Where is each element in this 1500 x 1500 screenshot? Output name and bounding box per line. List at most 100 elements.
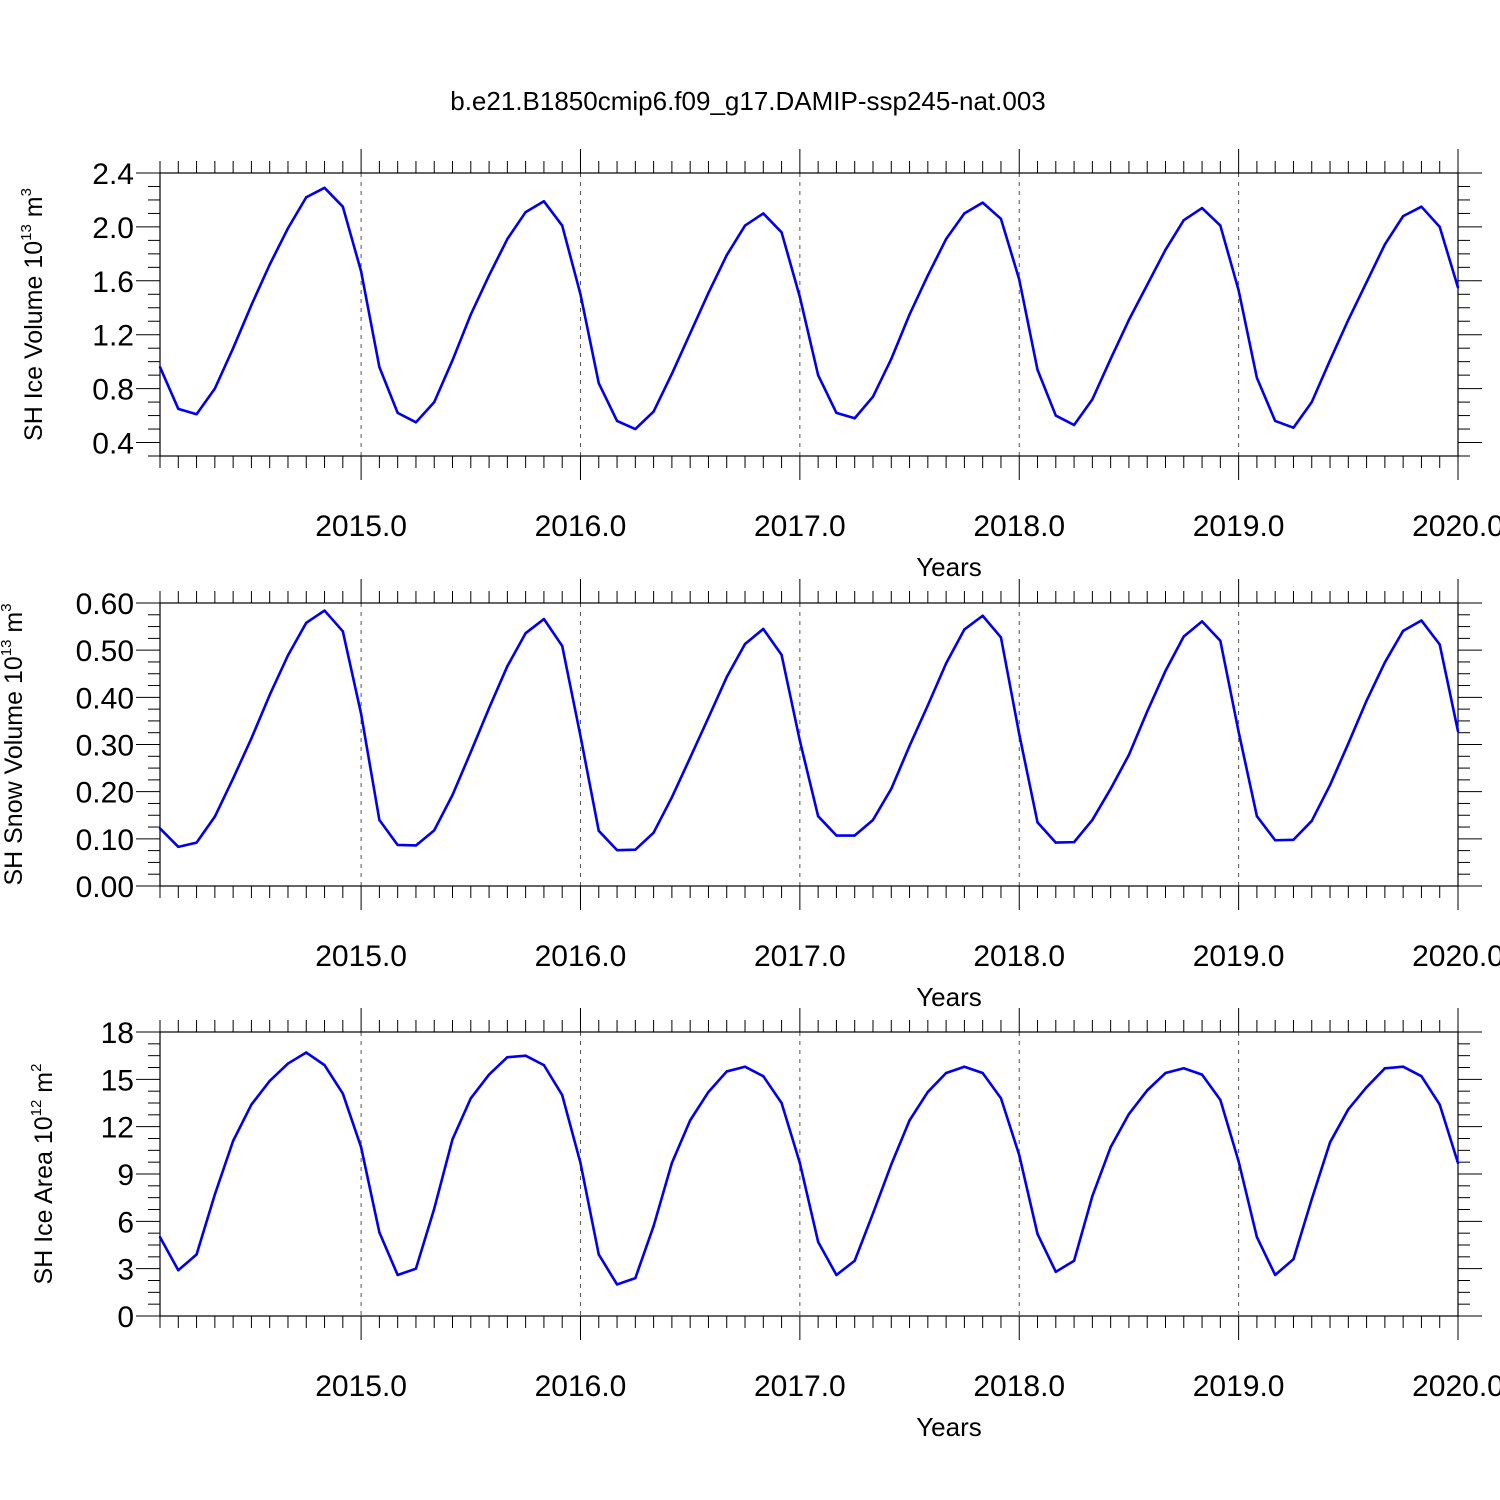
data-point [542, 617, 546, 621]
data-point [359, 712, 363, 716]
data-point [597, 829, 600, 833]
y-tick-label: 0.20 [76, 777, 134, 810]
y-tick-label: 0.50 [76, 635, 134, 668]
y-tick-label: 15 [101, 1064, 134, 1097]
y-tick-label: 0.00 [76, 871, 134, 904]
data-point [743, 1065, 747, 1068]
data-point [177, 1269, 180, 1272]
data-point [1018, 732, 1021, 736]
data-point [378, 1231, 381, 1234]
data-point [1091, 1194, 1094, 1198]
data-point [359, 270, 363, 273]
y-tick-label: 18 [101, 1017, 134, 1050]
plot-frame [159, 172, 1459, 457]
x-tick-label: 2019.0 [1193, 1370, 1285, 1403]
data-point [250, 1103, 253, 1106]
data-point [1127, 318, 1131, 322]
data-point [1018, 278, 1021, 281]
x-tick-label: 2015.0 [315, 940, 407, 973]
data-point [1328, 783, 1332, 787]
data-point [999, 1097, 1003, 1100]
data-point [1347, 742, 1350, 745]
data-point [1292, 1258, 1295, 1261]
data-point [871, 1212, 875, 1215]
data-point [1328, 1141, 1332, 1144]
y-axis-label-superscript: 13 [0, 640, 15, 657]
x-tick-label: 2019.0 [1193, 510, 1285, 543]
data-point [1054, 1270, 1057, 1274]
x-tick-label: 2015.0 [315, 1370, 407, 1403]
x-tick-label: 2017.0 [754, 940, 846, 973]
data-point [981, 614, 984, 617]
data-point [743, 642, 747, 646]
data-point [341, 205, 345, 208]
data-point [1036, 1232, 1039, 1236]
data-point [615, 848, 619, 852]
data-point [1438, 1103, 1441, 1106]
data-point [414, 1267, 418, 1270]
data-point [652, 831, 655, 834]
chart-panel-2: 0.00 0.10 0.20 0.30 0.40 0.50 0.60 2015.0 2016.0… [0, 579, 1500, 1012]
data-point [1054, 841, 1057, 844]
data-point [414, 844, 418, 847]
y-axis-label-part: m [0, 612, 28, 640]
plot-frame [159, 1031, 1459, 1317]
data-point [396, 411, 399, 415]
data-point [615, 1283, 619, 1286]
data-point [396, 843, 399, 847]
data-point [1310, 400, 1313, 404]
y-axis-label-part: SH Snow Volume 10 [0, 656, 28, 885]
data-point [908, 313, 911, 316]
data-point [634, 1276, 637, 1280]
data-point [524, 210, 527, 214]
data-point [890, 357, 893, 361]
data-point [1365, 699, 1368, 702]
data-point [1219, 224, 1222, 227]
data-point [469, 750, 472, 754]
data-point [1237, 289, 1240, 292]
x-tick-label: 2020.0 [1412, 940, 1500, 973]
x-axis-label: Years [916, 982, 982, 1012]
data-point [634, 427, 637, 431]
data-point [213, 815, 217, 818]
data-point [506, 665, 509, 668]
x-tick-label: 2020.0 [1412, 1370, 1500, 1403]
data-point [158, 1235, 162, 1239]
data-point [231, 346, 235, 350]
data-point [762, 1074, 765, 1078]
data-point [305, 621, 308, 625]
data-point [725, 675, 728, 679]
data-point [158, 365, 162, 369]
data-point [707, 291, 710, 295]
y-tick-label: 1.6 [92, 266, 134, 299]
x-axis-label: Years [916, 552, 982, 582]
data-point [1401, 1065, 1405, 1068]
data-point [999, 217, 1003, 221]
data-point [835, 1273, 838, 1277]
y-axis-label-part: SH Ice Volume 10 [20, 241, 48, 441]
x-tick-label: 2017.0 [754, 510, 846, 543]
data-point [433, 829, 436, 832]
data-point [1164, 669, 1167, 673]
data-point [414, 421, 418, 424]
data-point [542, 1063, 546, 1067]
data-point [853, 1259, 856, 1262]
data-point [981, 1071, 984, 1075]
data-point [816, 1240, 820, 1244]
data-point [1456, 1161, 1460, 1165]
y-axis-label-superscript: 3 [18, 188, 35, 196]
data-point [1127, 1112, 1131, 1116]
data-point [871, 395, 875, 398]
data-point [1310, 1198, 1313, 1201]
data-point [542, 200, 546, 203]
data-point [908, 1119, 911, 1122]
data-point [670, 1161, 674, 1165]
data-point [1072, 840, 1076, 844]
data-point [560, 1093, 564, 1097]
data-point [1365, 280, 1368, 284]
data-point [926, 274, 930, 277]
data-point [816, 373, 820, 377]
data-point [871, 818, 875, 822]
data-point [1347, 318, 1350, 322]
